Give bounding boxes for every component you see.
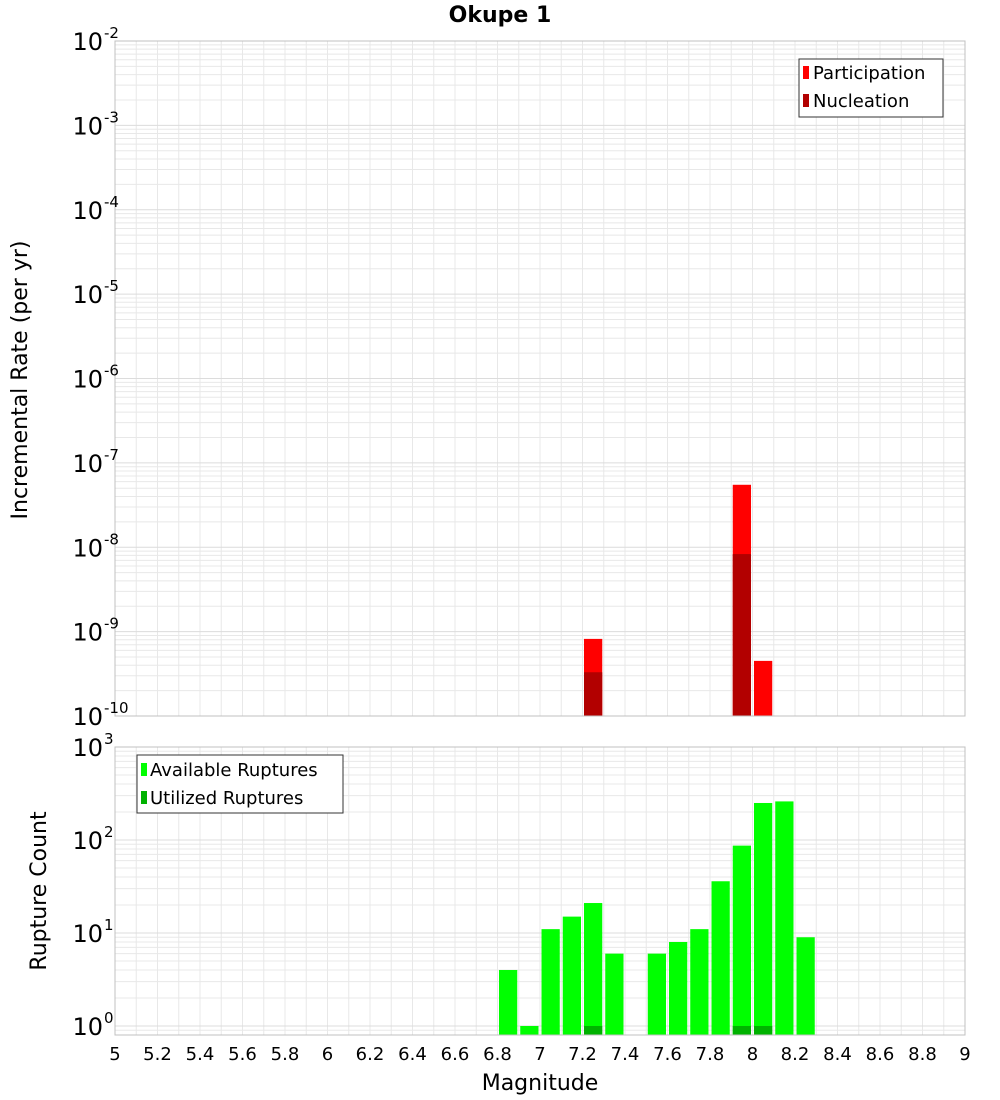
participation-legend-label: Participation (813, 63, 925, 84)
available-legend-swatch (141, 763, 147, 776)
participation-bar (754, 660, 773, 716)
x-axis-ticks: 5 5.2 5.4 5.6 5.8 6 6.2 6.4 6.6 6.8 7 7.2 7.4 7.6 7.8 8… (109, 1044, 970, 1065)
available-ruptures-bar (690, 929, 709, 1035)
rate-y-tick-label: 10 (72, 619, 103, 647)
count-y-tick-exponent: 1 (104, 916, 114, 934)
x-tick-label: 8.2 (781, 1044, 810, 1065)
rate-y-tick-exponent: -3 (104, 108, 119, 126)
rate-y-tick-exponent: -10 (104, 699, 129, 717)
x-tick-label: 7.6 (653, 1044, 682, 1065)
x-tick-label: 5.4 (186, 1044, 215, 1065)
participation-legend-swatch (803, 66, 809, 79)
count-grid (115, 747, 965, 1035)
x-tick-label: 5.2 (143, 1044, 172, 1065)
x-axis-label: Magnitude (482, 1071, 599, 1096)
x-tick-label: 7.2 (568, 1044, 597, 1065)
x-tick-label: 8.8 (908, 1044, 937, 1065)
rate-y-tick-label: 10 (72, 28, 103, 56)
rate-y-tick-exponent: -2 (104, 24, 119, 42)
count-y-tick-exponent: 0 (104, 1009, 114, 1027)
x-tick-label: 8 (747, 1044, 758, 1065)
count-y-tick-label: 10 (72, 920, 103, 948)
rate-y-tick-exponent: -7 (104, 446, 119, 464)
rate-y-tick-label: 10 (72, 703, 103, 731)
x-tick-label: 5.6 (228, 1044, 257, 1065)
x-tick-label: 5.8 (271, 1044, 300, 1065)
nucleation-bar (732, 554, 751, 716)
x-tick-label: 5 (109, 1044, 120, 1065)
rate-y-tick-label: 10 (72, 450, 103, 478)
x-tick-label: 8.6 (866, 1044, 895, 1065)
available-ruptures-bar (796, 937, 815, 1035)
utilized-ruptures-bar (754, 1025, 773, 1035)
chart-title: Okupe 1 (449, 3, 552, 28)
available-ruptures-bar (520, 1025, 539, 1035)
count-y-tick-label: 10 (72, 734, 103, 762)
utilized-ruptures-bar (584, 1025, 603, 1035)
rate-y-tick-label: 10 (72, 112, 103, 140)
rate-y-tick-label: 10 (72, 281, 103, 309)
available-ruptures-bar (711, 881, 730, 1035)
rate-y-tick-exponent: -5 (104, 277, 119, 295)
available-legend-label: Available Ruptures (150, 760, 318, 781)
rate-bars (584, 484, 773, 716)
available-ruptures-bar (562, 916, 581, 1035)
utilized-legend-swatch (141, 791, 147, 804)
available-ruptures-bar (605, 953, 624, 1035)
x-tick-label: 9 (959, 1044, 970, 1065)
x-tick-label: 6.2 (356, 1044, 385, 1065)
rate-y-tick-label: 10 (72, 197, 103, 225)
count-y-tick-exponent: 3 (104, 730, 114, 748)
rate-plot-frame (114, 40, 966, 717)
count-plot-frame (114, 746, 966, 1036)
available-ruptures-bar (732, 845, 751, 1035)
rate-y-axis-label: Incremental Rate (per yr) (8, 241, 33, 520)
available-ruptures-bar (669, 942, 688, 1035)
available-ruptures-bar (541, 929, 560, 1035)
available-ruptures-bar (754, 802, 773, 1035)
utilized-ruptures-bar (732, 1025, 751, 1035)
x-tick-label: 7.4 (611, 1044, 640, 1065)
available-ruptures-bar (584, 903, 603, 1035)
rate-y-tick-exponent: -4 (104, 193, 119, 211)
rate-y-tick-exponent: -8 (104, 530, 119, 548)
rate-grid (115, 41, 965, 716)
x-tick-label: 6.4 (398, 1044, 427, 1065)
nucleation-bar (584, 672, 603, 716)
x-tick-label: 7 (534, 1044, 545, 1065)
x-tick-label: 6.6 (441, 1044, 470, 1065)
rate-legend: Participation Nucleation (798, 58, 944, 118)
rate-y-tick-label: 10 (72, 534, 103, 562)
rate-y-tick-exponent: -9 (104, 615, 119, 633)
rate-y-ticks: 10-210-310-410-510-610-710-810-910-10 (72, 24, 128, 731)
available-ruptures-bar (647, 953, 666, 1035)
count-y-tick-exponent: 2 (104, 823, 114, 841)
available-ruptures-bar (499, 969, 518, 1035)
rate-y-tick-exponent: -6 (104, 362, 119, 380)
rate-y-tick-label: 10 (72, 366, 103, 394)
count-y-tick-label: 10 (72, 1013, 103, 1041)
utilized-legend-label: Utilized Ruptures (150, 788, 303, 809)
x-tick-label: 6 (322, 1044, 333, 1065)
count-y-tick-label: 10 (72, 827, 103, 855)
x-tick-label: 8.4 (823, 1044, 852, 1065)
x-tick-label: 6.8 (483, 1044, 512, 1065)
available-ruptures-bar (775, 801, 794, 1035)
nucleation-legend-swatch (803, 94, 809, 107)
rate-panel: 10-210-310-410-510-610-710-810-910-10 In… (8, 24, 966, 731)
rate-legend-box (798, 58, 944, 118)
nucleation-legend-label: Nucleation (813, 91, 909, 112)
count-y-axis-label: Rupture Count (27, 811, 52, 971)
x-tick-label: 7.8 (696, 1044, 725, 1065)
count-legend: Available Ruptures Utilized Ruptures (136, 754, 344, 814)
count-legend-box (136, 754, 344, 814)
count-bars (499, 801, 815, 1035)
